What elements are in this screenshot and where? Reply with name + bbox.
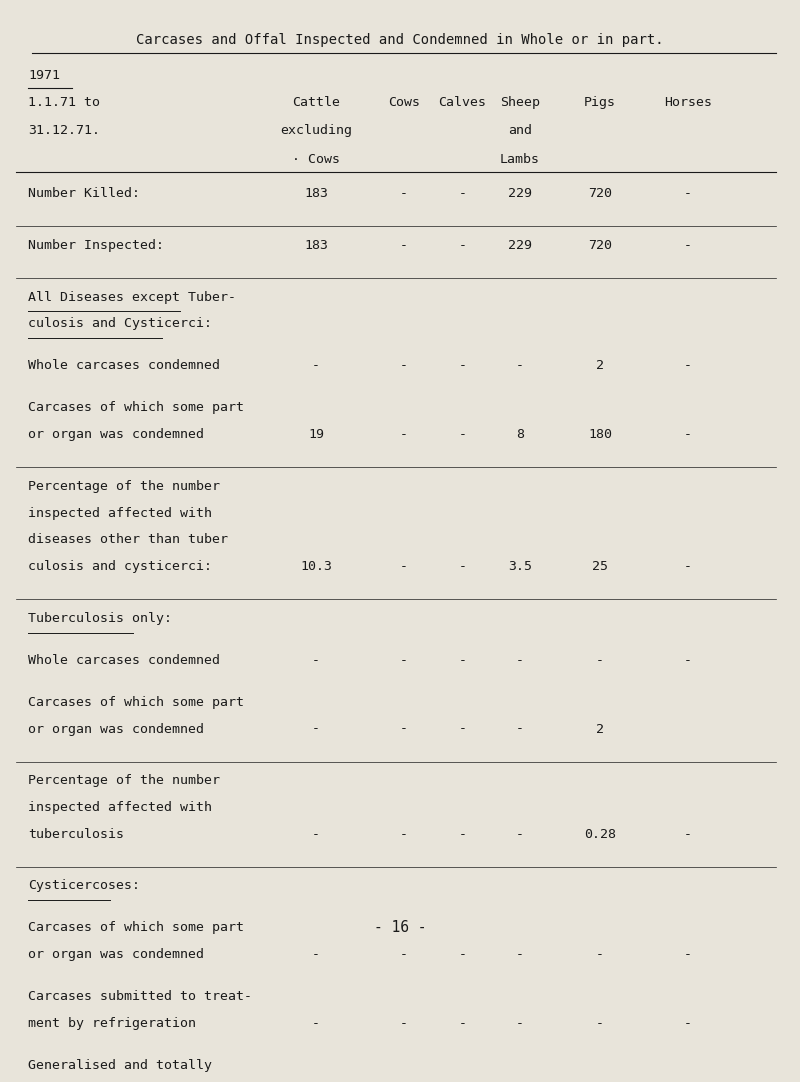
Text: Calves: Calves bbox=[438, 95, 486, 108]
Text: 229: 229 bbox=[508, 239, 532, 252]
Text: -: - bbox=[458, 560, 466, 573]
Text: 19: 19 bbox=[308, 428, 324, 441]
Text: and: and bbox=[508, 124, 532, 137]
Text: Carcases of which some part: Carcases of which some part bbox=[28, 921, 244, 934]
Text: -: - bbox=[684, 187, 692, 200]
Text: 720: 720 bbox=[588, 187, 612, 200]
Text: tuberculosis: tuberculosis bbox=[28, 828, 124, 841]
Text: -: - bbox=[400, 654, 408, 667]
Text: -: - bbox=[458, 828, 466, 841]
Text: -: - bbox=[684, 560, 692, 573]
Text: 2: 2 bbox=[596, 723, 604, 736]
Text: -: - bbox=[458, 723, 466, 736]
Text: Carcases of which some part: Carcases of which some part bbox=[28, 696, 244, 709]
Text: -: - bbox=[312, 828, 320, 841]
Text: -: - bbox=[312, 359, 320, 372]
Text: -: - bbox=[684, 359, 692, 372]
Text: -: - bbox=[312, 723, 320, 736]
Text: 229: 229 bbox=[508, 187, 532, 200]
Text: -: - bbox=[400, 359, 408, 372]
Text: -: - bbox=[458, 359, 466, 372]
Text: 10.3: 10.3 bbox=[300, 560, 332, 573]
Text: Whole carcases condemned: Whole carcases condemned bbox=[28, 654, 220, 667]
Text: -: - bbox=[400, 1017, 408, 1030]
Text: 0.28: 0.28 bbox=[584, 828, 616, 841]
Text: -: - bbox=[516, 723, 524, 736]
Text: Carcases and Offal Inspected and Condemned in Whole or in part.: Carcases and Offal Inspected and Condemn… bbox=[136, 34, 664, 48]
Text: Lambs: Lambs bbox=[500, 153, 540, 166]
Text: -: - bbox=[458, 428, 466, 441]
Text: 8: 8 bbox=[516, 428, 524, 441]
Text: Tuberculosis only:: Tuberculosis only: bbox=[28, 611, 172, 624]
Text: or organ was condemned: or organ was condemned bbox=[28, 948, 204, 961]
Text: -: - bbox=[684, 654, 692, 667]
Text: 1971: 1971 bbox=[28, 69, 60, 82]
Text: -: - bbox=[516, 654, 524, 667]
Text: 720: 720 bbox=[588, 239, 612, 252]
Text: -: - bbox=[684, 948, 692, 961]
Text: -: - bbox=[684, 239, 692, 252]
Text: Cysticercoses:: Cysticercoses: bbox=[28, 880, 140, 893]
Text: or organ was condemned: or organ was condemned bbox=[28, 428, 204, 441]
Text: Cattle: Cattle bbox=[292, 95, 340, 108]
Text: Cows: Cows bbox=[388, 95, 420, 108]
Text: -: - bbox=[458, 654, 466, 667]
Text: -: - bbox=[400, 560, 408, 573]
Text: · Cows: · Cows bbox=[292, 153, 340, 166]
Text: -: - bbox=[312, 654, 320, 667]
Text: -: - bbox=[596, 948, 604, 961]
Text: Pigs: Pigs bbox=[584, 95, 616, 108]
Text: excluding: excluding bbox=[280, 124, 352, 137]
Text: -: - bbox=[516, 828, 524, 841]
Text: -: - bbox=[312, 948, 320, 961]
Text: -: - bbox=[400, 948, 408, 961]
Text: -: - bbox=[458, 948, 466, 961]
Text: Percentage of the number: Percentage of the number bbox=[28, 774, 220, 787]
Text: -: - bbox=[684, 1017, 692, 1030]
Text: diseases other than tuber: diseases other than tuber bbox=[28, 533, 228, 546]
Text: 1.1.71 to: 1.1.71 to bbox=[28, 95, 100, 108]
Text: 3.5: 3.5 bbox=[508, 560, 532, 573]
Text: Generalised and totally: Generalised and totally bbox=[28, 1059, 212, 1072]
Text: Sheep: Sheep bbox=[500, 95, 540, 108]
Text: -: - bbox=[684, 828, 692, 841]
Text: -: - bbox=[400, 723, 408, 736]
Text: -: - bbox=[596, 654, 604, 667]
Text: -: - bbox=[458, 1017, 466, 1030]
Text: -: - bbox=[684, 428, 692, 441]
Text: -: - bbox=[458, 239, 466, 252]
Text: 2: 2 bbox=[596, 359, 604, 372]
Text: -: - bbox=[400, 828, 408, 841]
Text: Whole carcases condemned: Whole carcases condemned bbox=[28, 359, 220, 372]
Text: Carcases submitted to treat-: Carcases submitted to treat- bbox=[28, 990, 252, 1003]
Text: culosis and cysticerci:: culosis and cysticerci: bbox=[28, 560, 212, 573]
Text: 183: 183 bbox=[304, 187, 328, 200]
Text: ment by refrigeration: ment by refrigeration bbox=[28, 1017, 196, 1030]
Text: Percentage of the number: Percentage of the number bbox=[28, 479, 220, 492]
Text: -: - bbox=[516, 948, 524, 961]
Text: - 16 -: - 16 - bbox=[374, 920, 426, 935]
Text: -: - bbox=[400, 187, 408, 200]
Text: Number Inspected:: Number Inspected: bbox=[28, 239, 164, 252]
Text: -: - bbox=[516, 1017, 524, 1030]
Text: Carcases of which some part: Carcases of which some part bbox=[28, 401, 244, 414]
Text: or organ was condemned: or organ was condemned bbox=[28, 723, 204, 736]
Text: Number Killed:: Number Killed: bbox=[28, 187, 140, 200]
Text: -: - bbox=[596, 1017, 604, 1030]
Text: -: - bbox=[400, 239, 408, 252]
Text: culosis and Cysticerci:: culosis and Cysticerci: bbox=[28, 317, 212, 330]
Text: 180: 180 bbox=[588, 428, 612, 441]
Text: -: - bbox=[458, 187, 466, 200]
Text: inspected affected with: inspected affected with bbox=[28, 506, 212, 519]
Text: 31.12.71.: 31.12.71. bbox=[28, 124, 100, 137]
Text: Horses: Horses bbox=[664, 95, 712, 108]
Text: -: - bbox=[516, 359, 524, 372]
Text: 183: 183 bbox=[304, 239, 328, 252]
Text: All Diseases except Tuber-: All Diseases except Tuber- bbox=[28, 291, 236, 304]
Text: -: - bbox=[312, 1017, 320, 1030]
Text: -: - bbox=[400, 428, 408, 441]
Text: inspected affected with: inspected affected with bbox=[28, 801, 212, 814]
Text: 25: 25 bbox=[592, 560, 608, 573]
